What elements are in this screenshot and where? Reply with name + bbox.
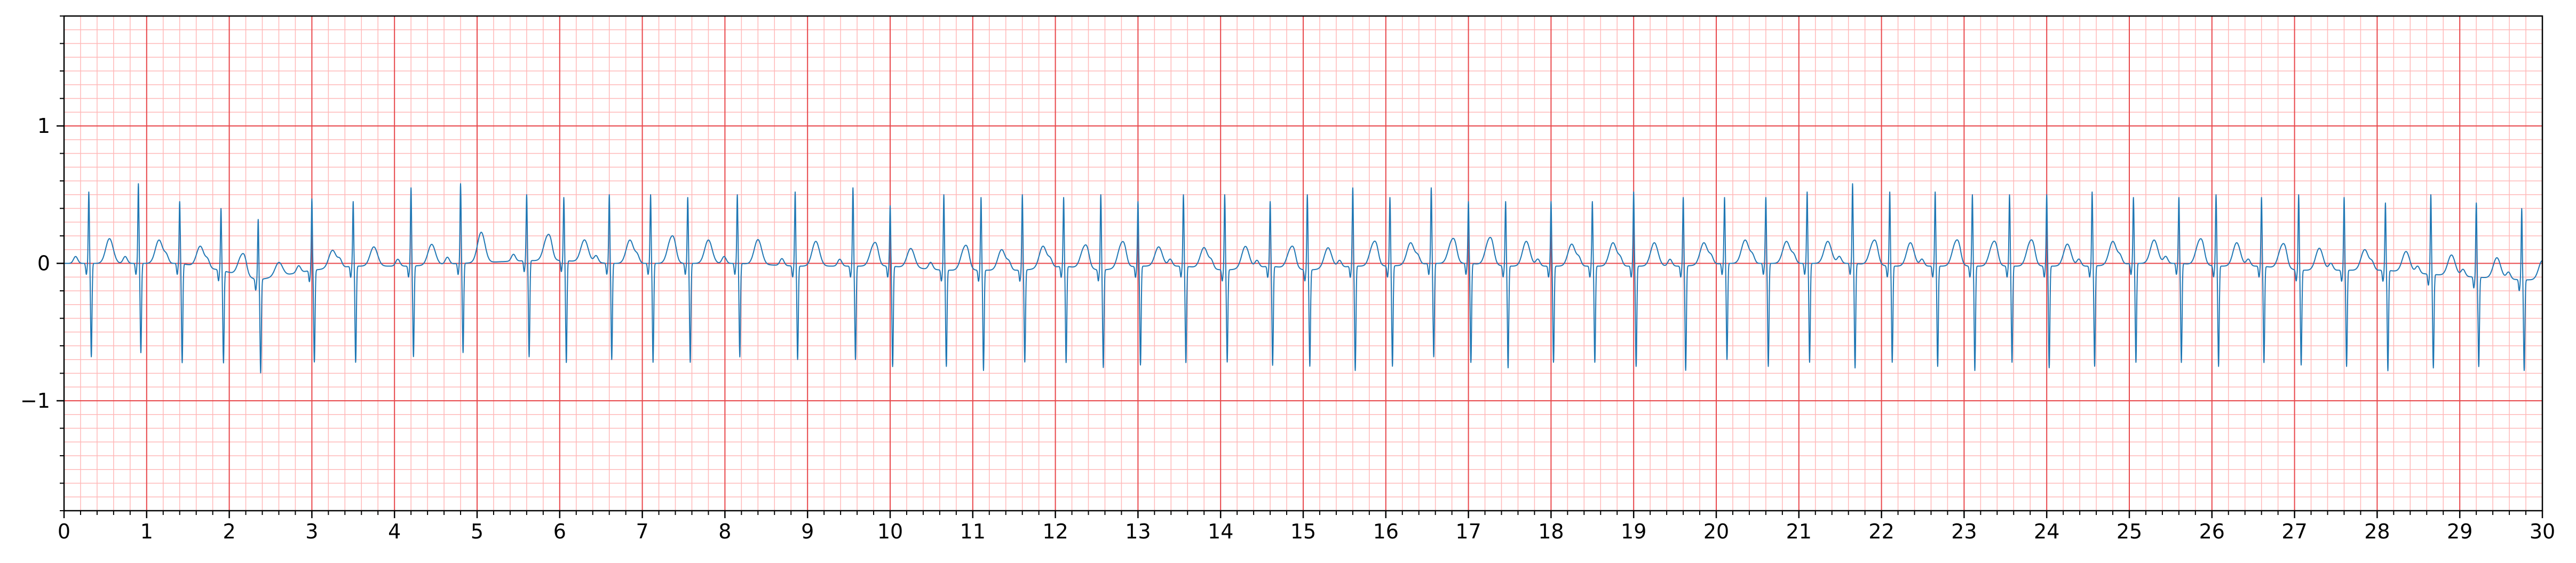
x-tick-label: 8 [718, 520, 731, 543]
x-tick-label: 28 [2364, 520, 2390, 543]
x-tick-label: 4 [388, 520, 401, 543]
x-tick-label: 6 [553, 520, 566, 543]
x-tick-label: 10 [877, 520, 903, 543]
x-tick-label: 0 [58, 520, 70, 543]
x-tick-label: 27 [2281, 520, 2307, 543]
x-tick-label: 25 [2117, 520, 2142, 543]
x-tick-label: 3 [305, 520, 318, 543]
x-tick-label: 24 [2034, 520, 2059, 543]
x-tick-label: 12 [1042, 520, 1068, 543]
x-tick-label: 17 [1455, 520, 1481, 543]
x-axis: 0 1 2 3 4 5 6 7 8 9 10 11 12 13 14 15 16 17 18 19 20 21 22 23 24… [58, 511, 2555, 543]
x-tick-label: 7 [636, 520, 649, 543]
x-tick-label: 19 [1621, 520, 1646, 543]
x-tick-label: 26 [2199, 520, 2225, 543]
x-tick-label: 1 [140, 520, 153, 543]
x-tick-label: 22 [1868, 520, 1894, 543]
y-axis: −1 0 1 [20, 15, 64, 511]
y-tick-label: −1 [20, 389, 50, 413]
x-tick-label: 13 [1125, 520, 1151, 543]
y-tick-label: 1 [37, 114, 50, 138]
x-tick-label: 29 [2447, 520, 2472, 543]
x-tick-label: 9 [801, 520, 814, 543]
x-tick-label: 15 [1290, 520, 1316, 543]
x-tick-label: 5 [471, 520, 484, 543]
x-tick-label: 16 [1373, 520, 1399, 543]
x-tick-label: 21 [1786, 520, 1812, 543]
x-tick-label: 11 [960, 520, 986, 543]
x-tick-label: 23 [1951, 520, 1977, 543]
x-tick-label: 2 [223, 520, 236, 543]
x-tick-label: 18 [1538, 520, 1564, 543]
x-tick-label: 20 [1703, 520, 1729, 543]
x-tick-label: 14 [1208, 520, 1233, 543]
ecg-trace-line [64, 183, 2543, 374]
ecg-trace-layer [64, 183, 2543, 374]
x-tick-label: 30 [2530, 520, 2555, 543]
y-tick-label: 0 [37, 252, 50, 275]
